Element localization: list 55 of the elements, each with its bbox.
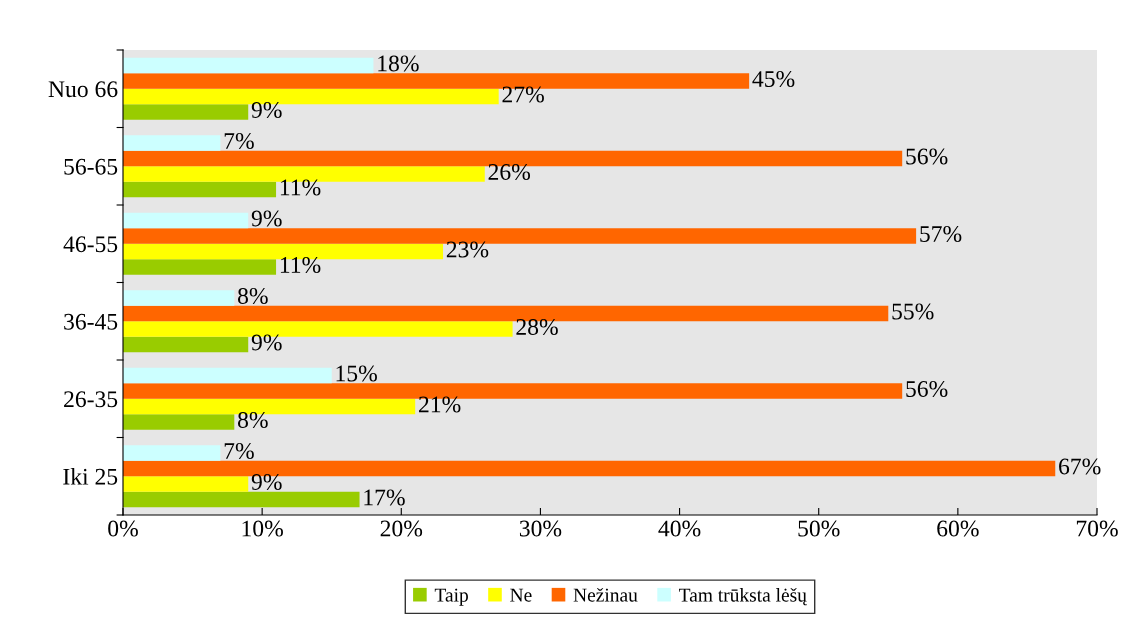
- bar: [123, 212, 249, 229]
- x-tick-label: 60%: [937, 520, 979, 537]
- bar: [123, 135, 221, 151]
- data-label: 45%: [752, 70, 795, 87]
- data-label: 15%: [336, 365, 377, 382]
- bar: [123, 57, 374, 74]
- data-label: 11%: [280, 256, 321, 273]
- bar: [123, 445, 221, 461]
- bar: [123, 414, 235, 430]
- x-tick-label: 40%: [658, 520, 701, 537]
- x-tick-label: 50%: [798, 520, 840, 537]
- data-label: 8%: [237, 287, 268, 304]
- y-tick-label: 46-55: [63, 236, 118, 253]
- y-tick-label: Nuo 66: [48, 81, 118, 98]
- data-label: 9%: [251, 210, 282, 227]
- data-label: 11%: [280, 179, 321, 196]
- data-label: 56%: [906, 380, 948, 397]
- data-label: 7%: [224, 132, 254, 149]
- data-label: 57%: [920, 225, 962, 242]
- data-label: 27%: [502, 86, 544, 103]
- data-label: 18%: [378, 55, 419, 72]
- x-tick-label: 0%: [108, 520, 138, 537]
- data-label: 55%: [892, 303, 934, 320]
- data-label: 23%: [446, 241, 489, 258]
- bar: [123, 104, 249, 120]
- legend-label: Tam trūksta lėšų: [679, 587, 807, 606]
- bar: [123, 367, 332, 384]
- data-label: 8%: [237, 411, 268, 428]
- bar: [123, 476, 249, 492]
- x-tick-label: 30%: [519, 520, 562, 537]
- x-tick-label: 20%: [380, 520, 423, 537]
- data-label: 17%: [364, 489, 405, 506]
- bar: [123, 181, 277, 198]
- legend-label: Nežinau: [573, 587, 638, 602]
- data-label: 28%: [516, 318, 558, 335]
- x-tick-label: 10%: [242, 520, 283, 537]
- y-tick-label: 26-35: [64, 391, 118, 408]
- data-label: 26%: [488, 163, 531, 180]
- bar: [123, 491, 360, 508]
- bar: [123, 336, 249, 353]
- data-label: 67%: [1059, 458, 1101, 475]
- data-label: 9%: [251, 334, 282, 351]
- y-tick-label: Iki 25: [63, 468, 118, 485]
- data-label: 56%: [906, 148, 948, 165]
- x-tick-label: 70%: [1076, 520, 1118, 537]
- data-label: 9%: [251, 101, 282, 118]
- bar: [123, 290, 235, 306]
- y-tick-label: 56-65: [64, 158, 118, 175]
- data-label: 7%: [224, 442, 254, 459]
- data-label: 21%: [419, 396, 461, 413]
- bar: [123, 259, 277, 275]
- legend-label: Ne: [510, 588, 532, 602]
- legend-label: Taip: [434, 588, 468, 606]
- y-tick-label: 36-45: [64, 313, 118, 330]
- data-label: 9%: [251, 473, 282, 490]
